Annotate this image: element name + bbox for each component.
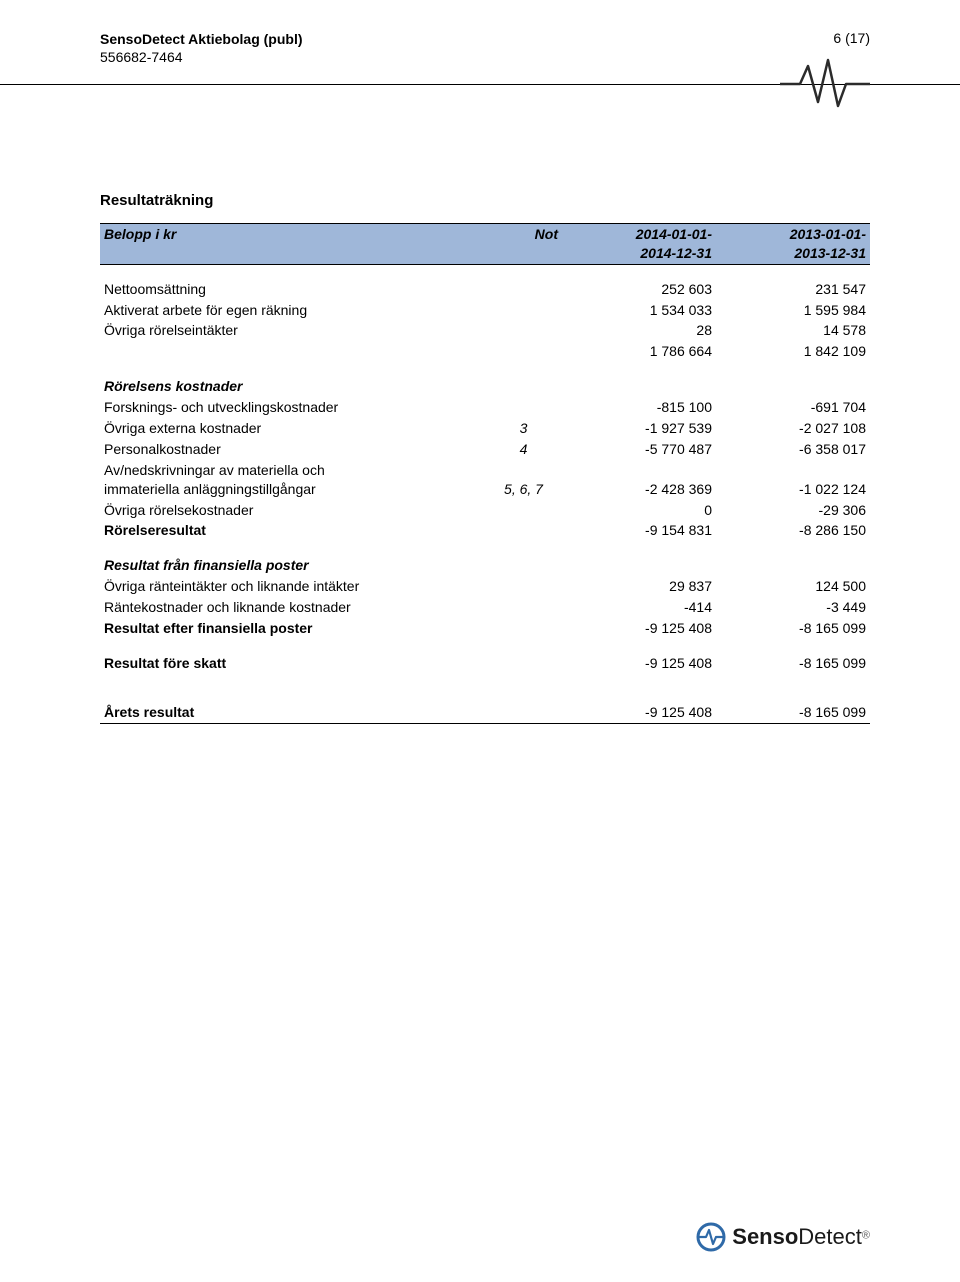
cell-label: Resultat före skatt (100, 653, 485, 674)
cell-v2: -8 286 150 (716, 520, 870, 541)
col-period1: 2014-01-01- 2014-12-31 (562, 224, 716, 265)
page: SensoDetect Aktiebolag (publ) 556682-746… (0, 0, 960, 1282)
cell-not (485, 397, 562, 418)
cell-v1: 29 837 (562, 576, 716, 597)
cell-v2: -8 165 099 (716, 702, 870, 723)
income-statement-table: Belopp i kr Not 2014-01-01- 2014-12-31 2… (100, 223, 870, 723)
col-period2: 2013-01-01- 2013-12-31 (716, 224, 870, 265)
brand-reg: ® (862, 1229, 870, 1241)
pulse-logo-icon (696, 1222, 726, 1252)
cell-v1: 28 (562, 320, 716, 341)
col-not: Not (485, 224, 562, 265)
table-row: Aktiverat arbete för egen räkning 1 534 … (100, 300, 870, 321)
cell-v2: -8 165 099 (716, 618, 870, 639)
header-rule (0, 72, 960, 132)
cell-v2: -8 165 099 (716, 653, 870, 674)
subtotal-row: 1 786 664 1 842 109 (100, 341, 870, 362)
cell-v2: -3 449 (716, 597, 870, 618)
cell-v1: -1 927 539 (562, 418, 716, 439)
cell-v1: -815 100 (562, 397, 716, 418)
org-id: 556682-7464 (100, 48, 303, 66)
cell-v2: 231 547 (716, 279, 870, 300)
cell-label: Personalkostnader (100, 439, 485, 460)
brand-logo: SensoDetect® (696, 1222, 870, 1252)
cell-v1: -9 154 831 (562, 520, 716, 541)
brand-text-2: Detect (798, 1224, 862, 1249)
result-row: Resultat efter finansiella poster -9 125… (100, 618, 870, 639)
table-row: Övriga rörelseintäkter 28 14 578 (100, 320, 870, 341)
cell-label: Forsknings- och utvecklingskostnader (100, 397, 485, 418)
cell-not: 5, 6, 7 (485, 460, 562, 500)
cell-label: Nettoomsättning (100, 279, 485, 300)
group-heading-row: Rörelsens kostnader (100, 376, 870, 397)
cell-v2: 124 500 (716, 576, 870, 597)
group-heading: Rörelsens kostnader (100, 376, 485, 397)
cell-label: Övriga externa kostnader (100, 418, 485, 439)
cell-label: Övriga rörelseintäkter (100, 320, 485, 341)
cell-not: 3 (485, 418, 562, 439)
table-row: Nettoomsättning 252 603 231 547 (100, 279, 870, 300)
table-row: Av/nedskrivningar av materiella och imma… (100, 460, 870, 500)
table-row: Övriga externa kostnader 3 -1 927 539 -2… (100, 418, 870, 439)
cell-v2: -1 022 124 (716, 460, 870, 500)
col-label: Belopp i kr (100, 224, 485, 265)
cell-not: 4 (485, 439, 562, 460)
page-footer: SensoDetect® (0, 1222, 960, 1252)
cell-v2: -6 358 017 (716, 439, 870, 460)
pulse-icon (780, 54, 870, 114)
cell-v1: 1 786 664 (562, 341, 716, 362)
cell-label: Övriga ränteintäkter och liknande intäkt… (100, 576, 485, 597)
cell-v2: -2 027 108 (716, 418, 870, 439)
cell-v2: 1 842 109 (716, 341, 870, 362)
group-heading: Resultat från finansiella poster (100, 555, 485, 576)
cell-label: Rörelseresultat (100, 520, 485, 541)
cell-v2: 14 578 (716, 320, 870, 341)
cell-v1: 0 (562, 500, 716, 521)
header-left: SensoDetect Aktiebolag (publ) 556682-746… (100, 30, 303, 66)
cell-label: Resultat efter finansiella poster (100, 618, 485, 639)
cell-v1: -5 770 487 (562, 439, 716, 460)
cell-label: Aktiverat arbete för egen räkning (100, 300, 485, 321)
cell-v1: -414 (562, 597, 716, 618)
page-number: 6 (17) (833, 30, 870, 46)
cell-v1: -9 125 408 (562, 702, 716, 723)
cell-v1: 252 603 (562, 279, 716, 300)
cell-not (485, 500, 562, 521)
company-name: SensoDetect Aktiebolag (publ) (100, 30, 303, 48)
year-result-row: Årets resultat -9 125 408 -8 165 099 (100, 702, 870, 723)
table-row: Forsknings- och utvecklingskostnader -81… (100, 397, 870, 418)
cell-v2: 1 595 984 (716, 300, 870, 321)
cell-not (485, 279, 562, 300)
cell-v1: -2 428 369 (562, 460, 716, 500)
table-row: Personalkostnader 4 -5 770 487 -6 358 01… (100, 439, 870, 460)
section-title: Resultaträkning (100, 192, 870, 209)
table-row: Övriga ränteintäkter och liknande intäkt… (100, 576, 870, 597)
cell-label: Räntekostnader och liknande kostnader (100, 597, 485, 618)
cell-v2: -691 704 (716, 397, 870, 418)
cell-label: Av/nedskrivningar av materiella och imma… (100, 460, 485, 500)
cell-not (485, 300, 562, 321)
table-row: Räntekostnader och liknande kostnader -4… (100, 597, 870, 618)
cell-not (485, 576, 562, 597)
brand-text-1: Senso (732, 1224, 798, 1249)
cell-v1: 1 534 033 (562, 300, 716, 321)
cell-not (485, 597, 562, 618)
cell-label: Årets resultat (100, 702, 485, 723)
pre-tax-row: Resultat före skatt -9 125 408 -8 165 09… (100, 653, 870, 674)
cell-v2: -29 306 (716, 500, 870, 521)
cell-not (485, 320, 562, 341)
cell-v1: -9 125 408 (562, 618, 716, 639)
table-row: Övriga rörelsekostnader 0 -29 306 (100, 500, 870, 521)
cell-label: Övriga rörelsekostnader (100, 500, 485, 521)
result-row: Rörelseresultat -9 154 831 -8 286 150 (100, 520, 870, 541)
cell-v1: -9 125 408 (562, 653, 716, 674)
table-header-row: Belopp i kr Not 2014-01-01- 2014-12-31 2… (100, 224, 870, 265)
group-heading-row: Resultat från finansiella poster (100, 555, 870, 576)
page-header: SensoDetect Aktiebolag (publ) 556682-746… (100, 30, 870, 66)
